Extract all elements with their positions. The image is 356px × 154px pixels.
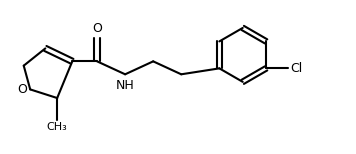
Text: O: O	[17, 83, 27, 96]
Text: Cl: Cl	[290, 62, 302, 75]
Text: O: O	[92, 22, 102, 35]
Text: CH₃: CH₃	[47, 122, 68, 132]
Text: NH: NH	[116, 79, 135, 92]
